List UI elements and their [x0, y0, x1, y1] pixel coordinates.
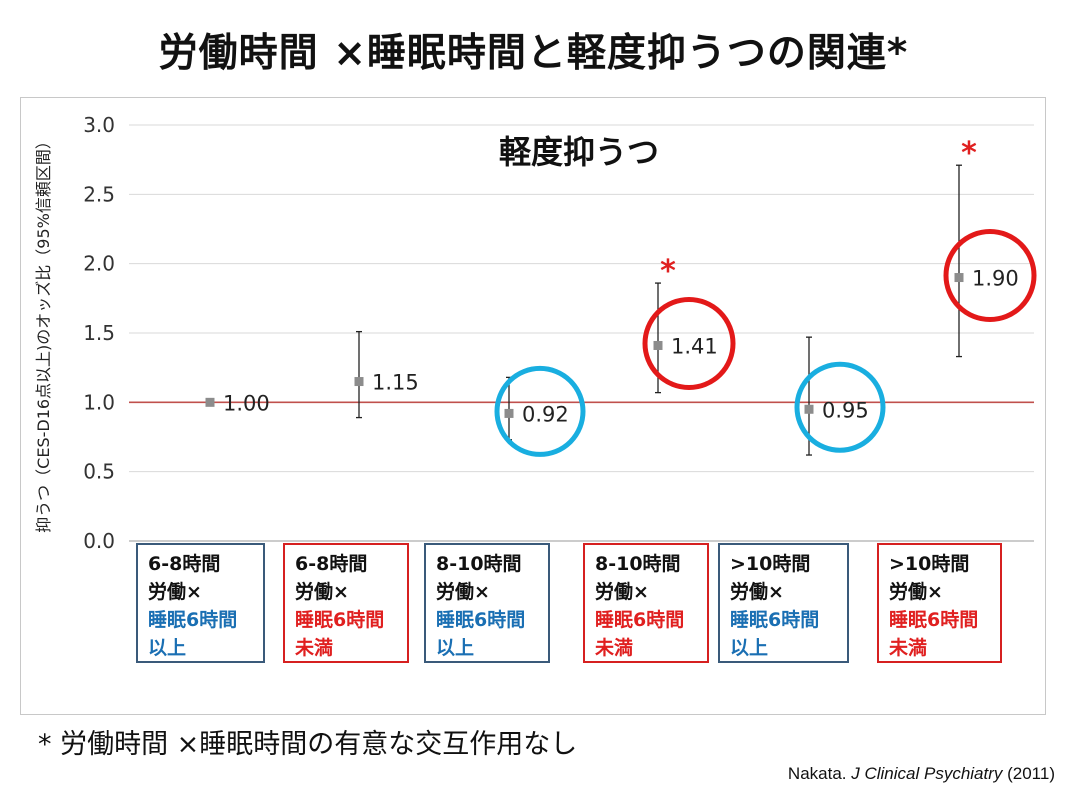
data-label: 0.92 [522, 402, 569, 426]
condition-box: 6-8時間労働× 睡眠6時間未満 [283, 543, 409, 663]
condition-line: >10時間 [730, 553, 811, 575]
citation-journal: J Clinical Psychiatry [851, 764, 1003, 783]
data-point-marker [504, 408, 514, 418]
odds-ratio-chart: 0.0 0.5 1.0 1.5 2.0 2.5 3.0 抑うつ（CES-D16点以上)のオッズ… [34, 113, 1037, 553]
condition-line: >10時間 [889, 553, 970, 575]
condition-line: 以上 [730, 637, 769, 659]
condition-line: 睡眠6時間 [595, 609, 685, 631]
data-point-marker [205, 397, 215, 407]
condition-line: 労働× [295, 581, 349, 603]
slide-title: 労働時間 ×睡眠時間と軽度抑うつの関連* [158, 31, 909, 76]
data-label: 1.00 [223, 391, 270, 415]
data-point-marker [653, 340, 663, 350]
condition-line: 睡眠6時間 [295, 609, 385, 631]
highlight-circle-blue [794, 361, 886, 453]
chart-frame: 0.0 0.5 1.0 1.5 2.0 2.5 3.0 抑うつ（CES-D16点以上)のオッズ… [20, 97, 1046, 715]
highlight-circle-blue [494, 365, 586, 457]
data-label: 1.41 [671, 334, 718, 358]
highlight-circle-red [642, 296, 736, 390]
y-tick-label: 1.0 [83, 390, 115, 414]
y-axis-label: 抑うつ（CES-D16点以上)のオッズ比（95%信頼区間） [34, 133, 53, 533]
condition-line: 8-10時間 [595, 553, 681, 575]
data-point-marker [954, 273, 964, 283]
data-point-marker [354, 377, 364, 387]
data-point-marker [804, 404, 814, 414]
data-label: 0.95 [822, 398, 869, 422]
condition-box: 8-10時間 労働× 睡眠6時間以上 [424, 543, 550, 663]
condition-line: 6-8時間 [295, 553, 368, 575]
condition-box: 6-8時間労働× 睡眠6時間以上 [136, 543, 265, 663]
citation-author: Nakata. [787, 764, 852, 783]
citation: Nakata. J Clinical Psychiatry (2011) [788, 764, 1055, 784]
data-label: 1.15 [372, 371, 419, 395]
condition-line: 以上 [436, 637, 475, 659]
significance-star: * [660, 254, 676, 289]
footnote: * 労働時間 ×睡眠時間の有意な交互作用なし [38, 729, 578, 760]
y-tick-label: 2.0 [83, 252, 115, 276]
y-tick-label: 0.5 [83, 460, 115, 484]
significance-star: * [961, 136, 977, 171]
condition-line: 未満 [295, 637, 334, 659]
condition-line: 睡眠6時間 [730, 609, 820, 631]
y-tick-label: 0.0 [83, 529, 115, 553]
citation-year: (2011) [1002, 764, 1055, 783]
data-label: 1.90 [972, 267, 1019, 291]
y-tick-label: 1.5 [83, 321, 115, 345]
condition-line: 労働× [730, 581, 784, 603]
condition-line: 未満 [595, 637, 634, 659]
chart-title: 軽度抑うつ [499, 133, 659, 171]
condition-line: 睡眠6時間 [436, 609, 526, 631]
y-tick-label: 3.0 [83, 113, 115, 137]
condition-line: 睡眠6時間 [889, 609, 979, 631]
condition-box: >10時間労働× 睡眠6時間未満 [877, 543, 1002, 663]
highlight-circle-red [943, 229, 1037, 323]
condition-line: 8-10時間 [436, 553, 522, 575]
condition-line: 労働× [148, 581, 202, 603]
condition-line: 労働× [436, 581, 490, 603]
condition-line: 労働× [595, 581, 649, 603]
condition-line: 未満 [889, 637, 928, 659]
condition-box: >10時間労働× 睡眠6時間以上 [718, 543, 849, 663]
condition-line: 睡眠6時間 [148, 609, 238, 631]
y-tick-label: 2.5 [83, 182, 115, 206]
condition-line: 6-8時間 [148, 553, 221, 575]
condition-box: 8-10時間 労働× 睡眠6時間未満 [583, 543, 709, 663]
condition-line: 以上 [148, 637, 187, 659]
condition-line: 労働× [889, 581, 943, 603]
